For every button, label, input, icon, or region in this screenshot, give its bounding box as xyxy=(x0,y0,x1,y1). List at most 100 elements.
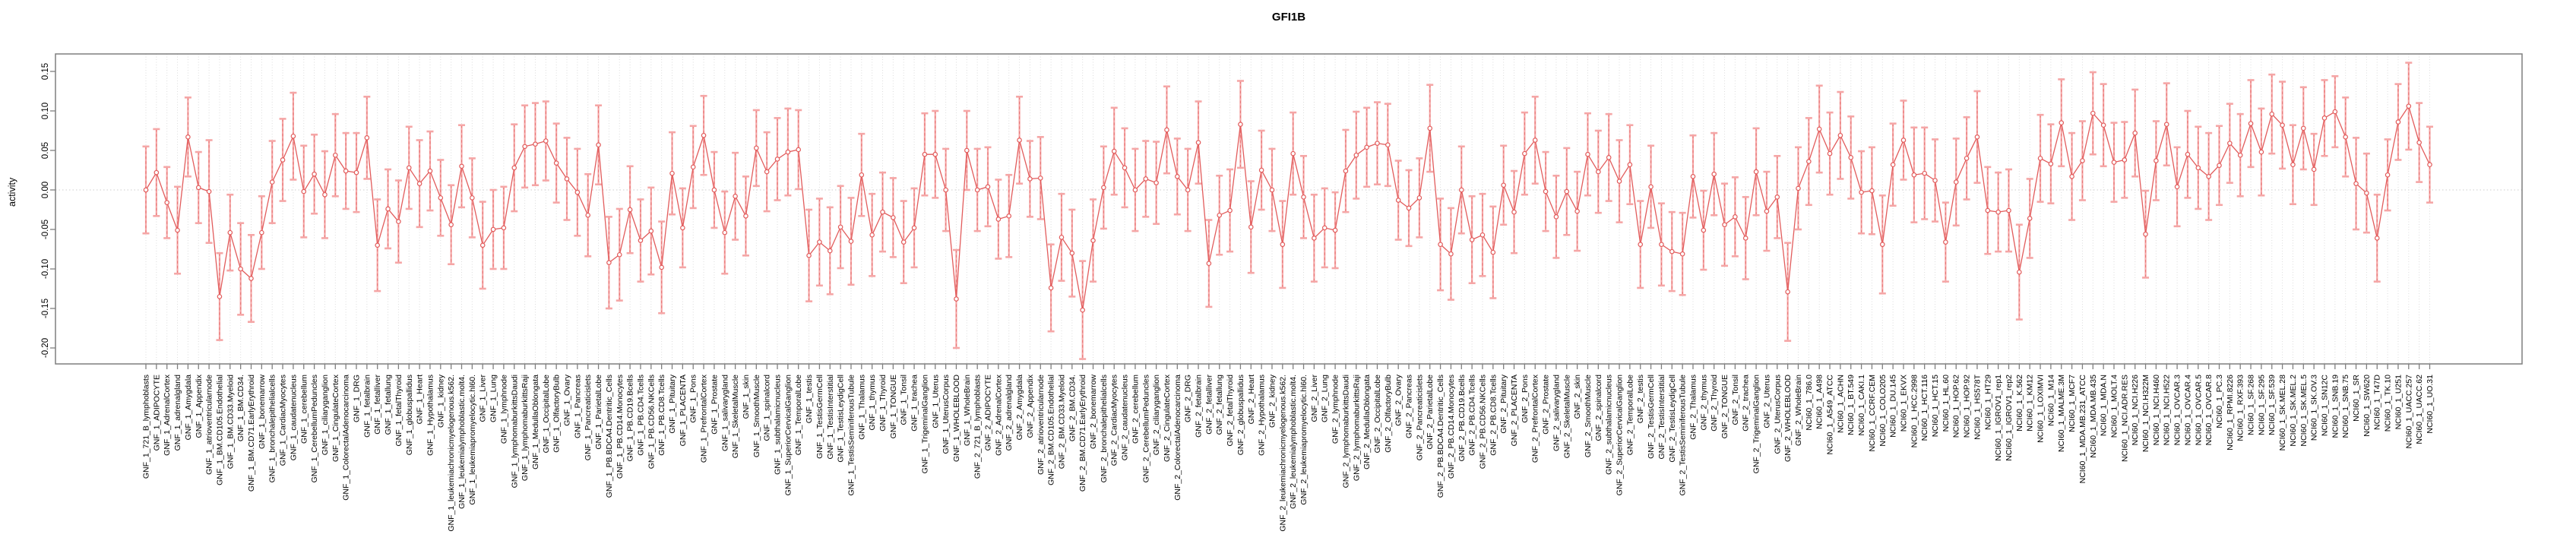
data-point xyxy=(1048,285,1054,291)
x-tick-label: NCI60_1_KM12 xyxy=(2026,375,2035,432)
data-point xyxy=(1669,248,1675,255)
data-point xyxy=(837,224,843,230)
x-tick-label: GNF_1_AdrenalCortex xyxy=(163,374,172,456)
x-tick-label: GNF_2_fetalbrain xyxy=(1195,375,1204,438)
data-point xyxy=(1490,249,1496,255)
x-tick-label: GNF_2_Pancreas xyxy=(1405,375,1414,438)
x-tick-label: NCI60_1_OVCAR.4 xyxy=(2183,375,2192,446)
x-tick-label: NCI60_1_EKVX xyxy=(1899,375,1908,432)
data-point xyxy=(1206,261,1212,267)
x-tick-label: GNF_1_skin xyxy=(742,375,751,419)
x-tick-label: GNF_2_leukemiachronicmyelogenous.k562. xyxy=(1278,375,1287,532)
x-tick-label: GNF_1_PB.BDCA4.Dentritic_Cells xyxy=(605,375,614,498)
data-point xyxy=(1164,127,1169,133)
data-point xyxy=(711,187,717,193)
data-point xyxy=(891,215,896,220)
x-tick-label: GNF_2_BM.CD34. xyxy=(1068,375,1077,441)
data-point xyxy=(2069,174,2074,179)
data-point xyxy=(322,191,328,198)
x-tick-label: NCI60_1_NCI.H226 xyxy=(2131,375,2140,446)
data-point xyxy=(1458,187,1464,193)
data-point xyxy=(1321,225,1328,231)
x-tick-label: NCI60_1_SK.MEL.28 xyxy=(2278,375,2287,451)
x-tick-label: GNF_1_atrioventricularnode xyxy=(205,375,214,475)
data-point xyxy=(1080,307,1085,313)
x-tick-label: GNF_1_Pancreaticislets xyxy=(584,375,593,460)
x-tick-label: NCI60_1_SNB.75 xyxy=(2341,375,2350,438)
x-tick-label: NCI60_1_ACHN xyxy=(1836,375,1845,433)
data-point xyxy=(1353,152,1359,158)
data-point xyxy=(217,294,223,299)
x-tick-label: GNF_1_fetalThyroid xyxy=(394,375,403,447)
x-tick-label: GNF_1_Thalamus xyxy=(857,375,866,440)
data-point xyxy=(1037,175,1043,181)
data-point xyxy=(1258,167,1264,173)
data-point xyxy=(1027,176,1033,182)
x-tick-label: NCI60_1_NCI.H460 xyxy=(2152,375,2161,446)
y-tick-label: -0.20 xyxy=(41,338,50,358)
x-tick-label: GNF_2_lymphomaburkittsRaji xyxy=(1352,375,1361,481)
data-point xyxy=(1101,185,1106,191)
data-point xyxy=(564,176,570,182)
x-tick-label: GNF_2_Pituitary xyxy=(1499,374,1508,433)
x-tick-label: GNF_2_PB.CD8.Tcells xyxy=(1489,375,1498,456)
x-tick-label: NCI60_1_HT29 xyxy=(1983,375,1992,430)
series-line xyxy=(145,105,2431,311)
data-point xyxy=(764,169,770,175)
x-tick-label: GNF_2_kidney xyxy=(1267,374,1277,428)
x-tick-label: GNF_2_WholeBrain xyxy=(1794,375,1803,446)
data-point xyxy=(606,260,612,265)
data-point xyxy=(1648,184,1654,190)
x-tick-label: GNF_2_PLACENTA xyxy=(1510,375,1519,446)
data-point xyxy=(995,217,1002,222)
x-tick-label: GNF_1_PB.CD19.Bcells xyxy=(626,375,635,461)
x-tick-label: GNF_2_TestisGermCell xyxy=(1647,375,1656,459)
x-tick-label: GNF_1_leukemiachronicmyelogenous.k562. xyxy=(447,375,456,532)
data-point xyxy=(2017,269,2022,275)
x-tick-label: NCI60_1_HS578T xyxy=(1973,374,1982,439)
data-point xyxy=(1301,194,1306,200)
data-point xyxy=(796,147,802,153)
x-tick-label: GNF_2_adrenalgland xyxy=(1005,375,1014,451)
data-point xyxy=(2206,174,2211,179)
x-tick-label: NCI60_1_DU.145 xyxy=(1889,375,1898,438)
x-tick-label: NCI60_1_786.0 xyxy=(1805,375,1814,431)
data-point xyxy=(1111,148,1117,154)
x-tick-label: GNF_1_trachea xyxy=(910,375,919,432)
x-tick-label: GNF_1_fetallung xyxy=(384,375,393,435)
x-tick-label: GNF_1_PLACENTA xyxy=(679,375,688,446)
x-tick-label: GNF_1_Liver xyxy=(479,375,488,422)
y-tick-label: 0.05 xyxy=(41,142,50,159)
data-point xyxy=(2269,111,2275,117)
x-tick-label: GNF_2_WHOLEBLOOD xyxy=(1783,375,1793,462)
data-point xyxy=(1469,237,1475,242)
x-tick-label: NCI60_1_SN12C xyxy=(2320,375,2329,437)
data-point xyxy=(1511,209,1517,215)
x-axis: GNF_1_721_B_lymphoblasts GNF_1_ADIPOCYTE G… xyxy=(142,364,2435,532)
x-tick-label: NCI60_1_HCT.116 xyxy=(1920,375,1929,441)
x-tick-label: NCI60_1_MDA.N xyxy=(2100,375,2109,436)
data-point xyxy=(1616,179,1622,184)
x-tick-label: GNF_2_SkeletalMuscle xyxy=(1562,375,1571,458)
x-tick-label: NCI60_1_OVCAR.5 xyxy=(2194,375,2203,446)
data-point xyxy=(1175,174,1180,179)
x-tick-label: GNF_1_TemporalLobe xyxy=(794,375,803,455)
data-point xyxy=(1564,188,1570,194)
data-point xyxy=(1785,289,1790,295)
x-tick-label: NCI60_1_RPMI.8226 xyxy=(2226,375,2235,451)
data-point xyxy=(2163,122,2169,127)
x-tick-label: GNF_1_Hypothalamus xyxy=(426,375,435,456)
x-tick-label: NCI60_1_MALME.3M xyxy=(2057,375,2066,452)
data-point xyxy=(195,185,201,191)
x-tick-label: GNF_1_TestisGermCell xyxy=(815,375,824,459)
x-tick-label: GNF_2_CardiacMyocytes xyxy=(1110,375,1119,466)
data-point xyxy=(2343,134,2348,140)
x-tick-label: GNF_2_OlfactoryBulb xyxy=(1384,375,1393,453)
x-tick-label: NCI60_1_LOXIMVI xyxy=(2036,375,2046,443)
x-tick-label: GNF_1_caudatenucleus xyxy=(289,375,298,460)
data-point xyxy=(2406,103,2412,109)
x-tick-label: GNF_1_TestisLeydigCell xyxy=(837,375,846,463)
data-point xyxy=(1438,242,1443,248)
data-point xyxy=(1501,182,1506,188)
data-point xyxy=(1017,138,1022,143)
